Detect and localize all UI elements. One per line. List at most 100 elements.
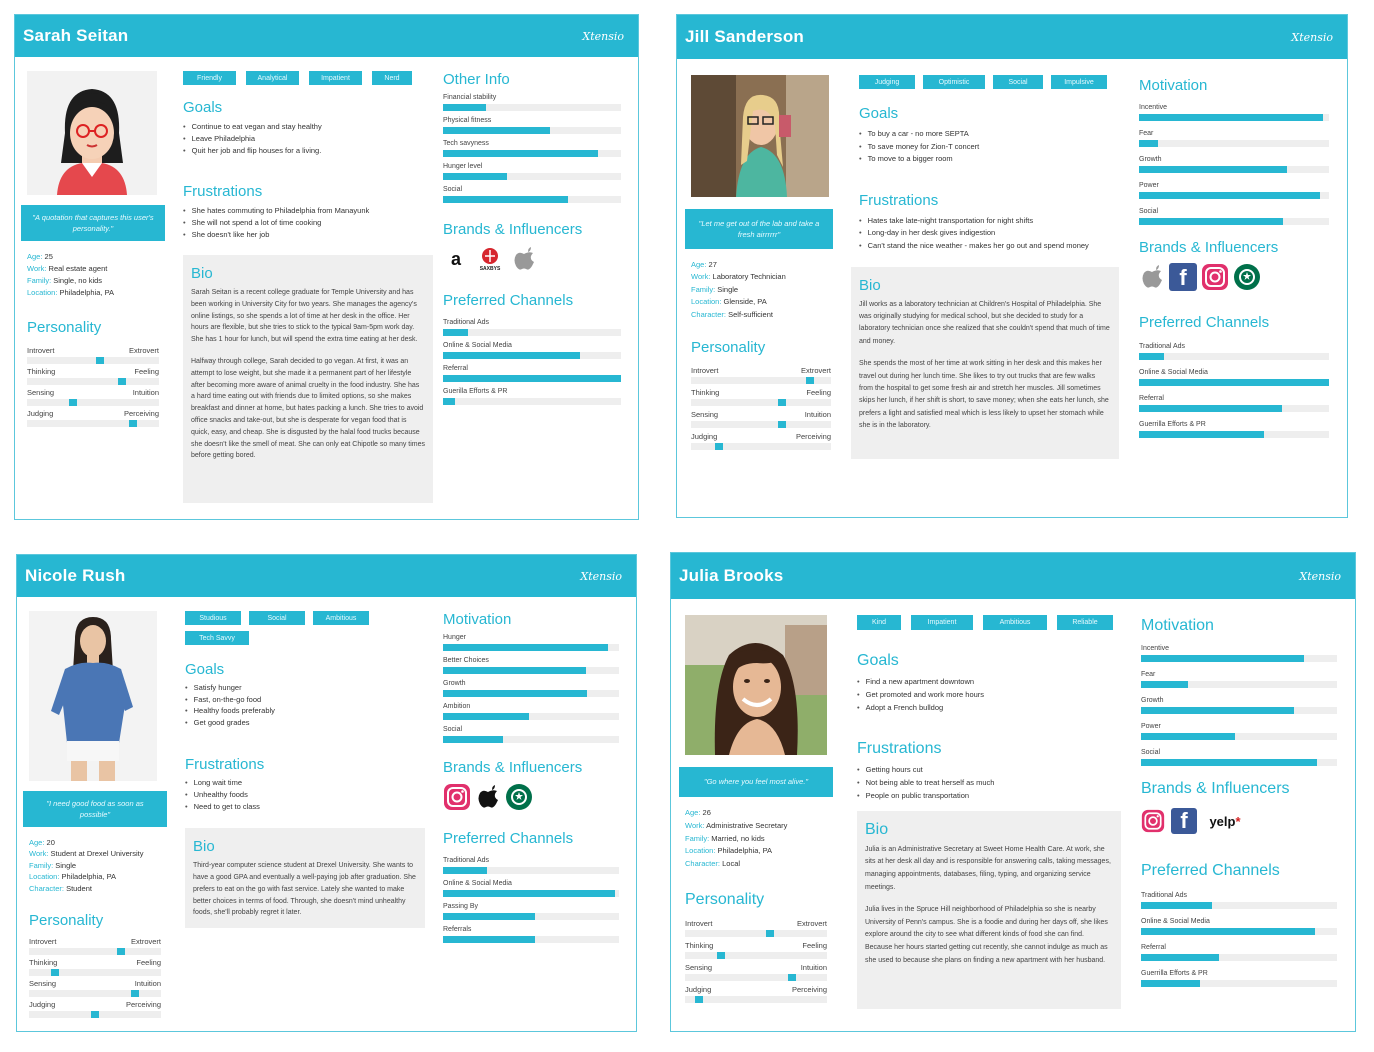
bio-paragraph: She spends the most of her time at work … bbox=[859, 360, 1109, 430]
persona-card-julia: Julia Brooks Xtensio "Go where you feel … bbox=[670, 552, 1356, 1032]
motivation-bar: Social bbox=[443, 726, 619, 743]
bio-box: Bio Jill works as a laboratory technicia… bbox=[851, 266, 1119, 459]
bar-track bbox=[443, 736, 619, 743]
bar-fill bbox=[1141, 681, 1189, 688]
fact-row: Age: 20 bbox=[29, 838, 55, 847]
trait-tags: Kind Impatient Ambitious Reliable bbox=[857, 615, 1121, 630]
bar-fill bbox=[443, 150, 598, 157]
avatar bbox=[27, 71, 157, 195]
instagram-icon bbox=[1141, 809, 1165, 833]
slider-labels: Thinking Feeling bbox=[27, 367, 159, 376]
xtensio-logo: Xtensio bbox=[1291, 30, 1333, 44]
goals-title: Goals bbox=[859, 105, 899, 122]
bar-track bbox=[1139, 114, 1329, 121]
personality-slider: Sensing Intuition bbox=[691, 410, 831, 432]
frustrations-title: Frustrations bbox=[183, 183, 263, 200]
bar-fill bbox=[443, 196, 568, 203]
personality-slider: Sensing Intuition bbox=[27, 388, 159, 409]
avatar bbox=[29, 611, 157, 781]
list-item: Getting hours cut bbox=[857, 764, 1121, 777]
trait-tag: Impulsive bbox=[1051, 75, 1107, 89]
channel-bar: Referral bbox=[443, 365, 621, 382]
slider-labels: Judging Perceiving bbox=[27, 409, 159, 418]
info-bar: Financial stability bbox=[443, 94, 621, 111]
info-bar: Tech savyness bbox=[443, 140, 621, 157]
slider-knob bbox=[118, 378, 127, 385]
channel-bar: Online & Social Media bbox=[1141, 918, 1337, 935]
channels-title: Preferred Channels bbox=[443, 830, 574, 847]
channel-bar: Guerrilla Efforts & PR bbox=[1141, 970, 1337, 987]
bar-fill bbox=[1139, 140, 1158, 147]
motivation-bar: Growth bbox=[443, 680, 619, 697]
slider-knob bbox=[91, 1011, 99, 1019]
bar-fill bbox=[443, 375, 621, 382]
bar-track bbox=[443, 867, 619, 874]
channel-bars: Traditional Ads Online & Social Media Pa… bbox=[443, 857, 619, 943]
list-item: Continue to eat vegan and stay healthy bbox=[183, 121, 427, 133]
bar-track bbox=[1139, 353, 1329, 360]
motivation-bar: Power bbox=[1139, 182, 1329, 199]
personality-slider: Thinking Feeling bbox=[691, 388, 831, 410]
persona-name: Nicole Rush bbox=[25, 566, 126, 585]
channel-bar: Traditional Ads bbox=[1139, 343, 1329, 360]
slider-track bbox=[691, 399, 831, 407]
persona-quote: "I need good food as soon as possible" bbox=[23, 791, 167, 827]
bar-track bbox=[1139, 192, 1329, 199]
bar-fill bbox=[1139, 405, 1282, 412]
bar-track bbox=[443, 196, 621, 203]
bar-track bbox=[443, 667, 619, 674]
persona-card-jill: Jill Sanderson Xtensio "Let me get out o… bbox=[676, 14, 1348, 518]
slider-knob bbox=[787, 973, 796, 981]
trait-tag: Friendly bbox=[183, 71, 236, 85]
info-bar: Hunger level bbox=[443, 163, 621, 180]
trait-tag: Analytical bbox=[246, 71, 299, 85]
trait-tag: Social bbox=[249, 611, 305, 625]
list-item: Leave Philadelphia bbox=[183, 133, 427, 145]
list-item: Find a new apartment downtown bbox=[857, 676, 1121, 689]
slider-knob bbox=[778, 421, 786, 429]
bar-fill bbox=[443, 644, 609, 651]
avatar bbox=[691, 75, 829, 197]
right-column: Motivation Hunger Better Choices Growth … bbox=[443, 611, 619, 949]
slider-labels: Thinking Feeling bbox=[691, 388, 831, 398]
starbucks-icon bbox=[505, 783, 533, 811]
slider-labels: Introvert Extrovert bbox=[29, 937, 161, 947]
bio-title: Bio bbox=[859, 276, 881, 294]
motivation-bar: Fear bbox=[1139, 130, 1329, 147]
bar-fill bbox=[1141, 902, 1212, 909]
xtensio-logo: Xtensio bbox=[582, 29, 624, 43]
list-item: She hates commuting to Philadelphia from… bbox=[183, 205, 427, 217]
bar-track bbox=[1139, 405, 1329, 412]
info-bar: Social bbox=[443, 186, 621, 203]
channel-bar: Guerilla Efforts & PR bbox=[443, 388, 621, 405]
list-item: Get good grades bbox=[185, 717, 429, 729]
trait-tag: Optimistic bbox=[923, 75, 985, 89]
list-item: Hates take late-night transportation for… bbox=[859, 215, 1109, 228]
card-header: Julia Brooks Xtensio bbox=[671, 553, 1355, 599]
trait-tag: Nerd bbox=[372, 71, 412, 85]
persona-facts: Age: 25 Work: Real estate agent Family: … bbox=[27, 251, 159, 299]
channel-bar: Passing By bbox=[443, 903, 619, 920]
bar-fill bbox=[1139, 166, 1288, 173]
slider-track bbox=[27, 420, 159, 427]
motivation-bar: Fear bbox=[1141, 671, 1337, 688]
trait-tag: Social bbox=[993, 75, 1043, 89]
right-column: Motivation Incentive Fear Growth Power S… bbox=[1141, 617, 1337, 996]
slider-knob bbox=[695, 995, 704, 1003]
yelp-icon: yelp * bbox=[1209, 813, 1241, 829]
fact-row: Work: Laboratory Technician bbox=[691, 272, 786, 282]
persona-card-nicole: Nicole Rush Xtensio "I need good food as… bbox=[16, 554, 637, 1032]
slider-labels: Judging Perceiving bbox=[691, 432, 831, 442]
bar-fill bbox=[1139, 431, 1265, 438]
brand-logos: f bbox=[1139, 262, 1329, 292]
personality-slider: Thinking Feeling bbox=[27, 367, 159, 388]
frustrations-title: Frustrations bbox=[859, 191, 939, 209]
left-column: "I need good food as soon as possible" A… bbox=[23, 611, 167, 1021]
bio-paragraph: Julia is an Administrative Secretary at … bbox=[865, 845, 1111, 891]
xtensio-logo: Xtensio bbox=[580, 569, 622, 583]
list-item: To move to a bigger room bbox=[859, 153, 1119, 166]
list-item: People on public transportation bbox=[857, 790, 1121, 803]
photo-illustration bbox=[685, 615, 827, 755]
slider-knob bbox=[69, 399, 78, 406]
trait-tags: Judging Optimistic Social Impulsive bbox=[859, 75, 1119, 89]
